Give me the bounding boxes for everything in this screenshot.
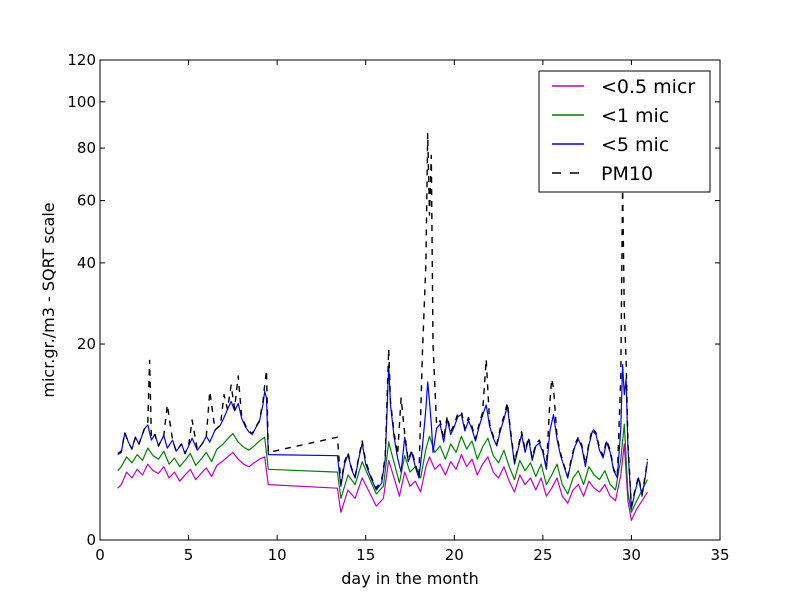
legend-box	[538, 70, 711, 193]
plot-frame	[99, 59, 721, 541]
x-axis-label: day in the month	[341, 569, 478, 588]
x-tick-label-3: 15	[356, 546, 375, 564]
legend-label-2: <5 mic	[601, 134, 669, 156]
y-tick-label-2: 40	[77, 254, 96, 272]
legend-label-0: <0.5 micr	[601, 76, 695, 98]
y-tick-label-1: 20	[77, 335, 96, 353]
y-tick-label-0: 0	[86, 531, 96, 549]
plot-area: 0 5 10 15 20 25 30 35 0 20 40 60 80 100 120	[67, 51, 729, 564]
x-tick-label-7: 35	[710, 546, 729, 564]
y-tick-label-5: 100	[67, 93, 96, 111]
series-layer	[117, 133, 649, 521]
x-tick-label-0: 0	[95, 546, 105, 564]
legend-label-3: PM10	[601, 163, 653, 185]
y-tick-label-4: 80	[77, 139, 96, 157]
series-line-2	[117, 364, 648, 510]
legend: <0.5 micr <1 mic <5 mic PM10	[538, 70, 711, 193]
y-tick-label-3: 60	[77, 192, 96, 210]
legend-items: <0.5 micr <1 mic <5 mic PM10	[552, 76, 695, 185]
y-tick-label-6: 120	[67, 51, 96, 69]
x-tick-label-5: 25	[533, 546, 552, 564]
legend-label-1: <1 mic	[601, 105, 669, 127]
x-tick-label-2: 10	[268, 546, 287, 564]
tick-layer: 0 5 10 15 20 25 30 35 0 20 40 60 80 100 120	[67, 51, 729, 564]
x-tick-label-1: 5	[184, 546, 194, 564]
x-tick-label-4: 20	[445, 546, 464, 564]
x-tick-label-6: 30	[622, 546, 641, 564]
series-line-3	[117, 133, 649, 507]
series-line-1	[117, 423, 648, 513]
y-axis-label: micr.gr./m3 - SQRT scale	[39, 202, 58, 397]
series-line-0	[117, 443, 648, 521]
